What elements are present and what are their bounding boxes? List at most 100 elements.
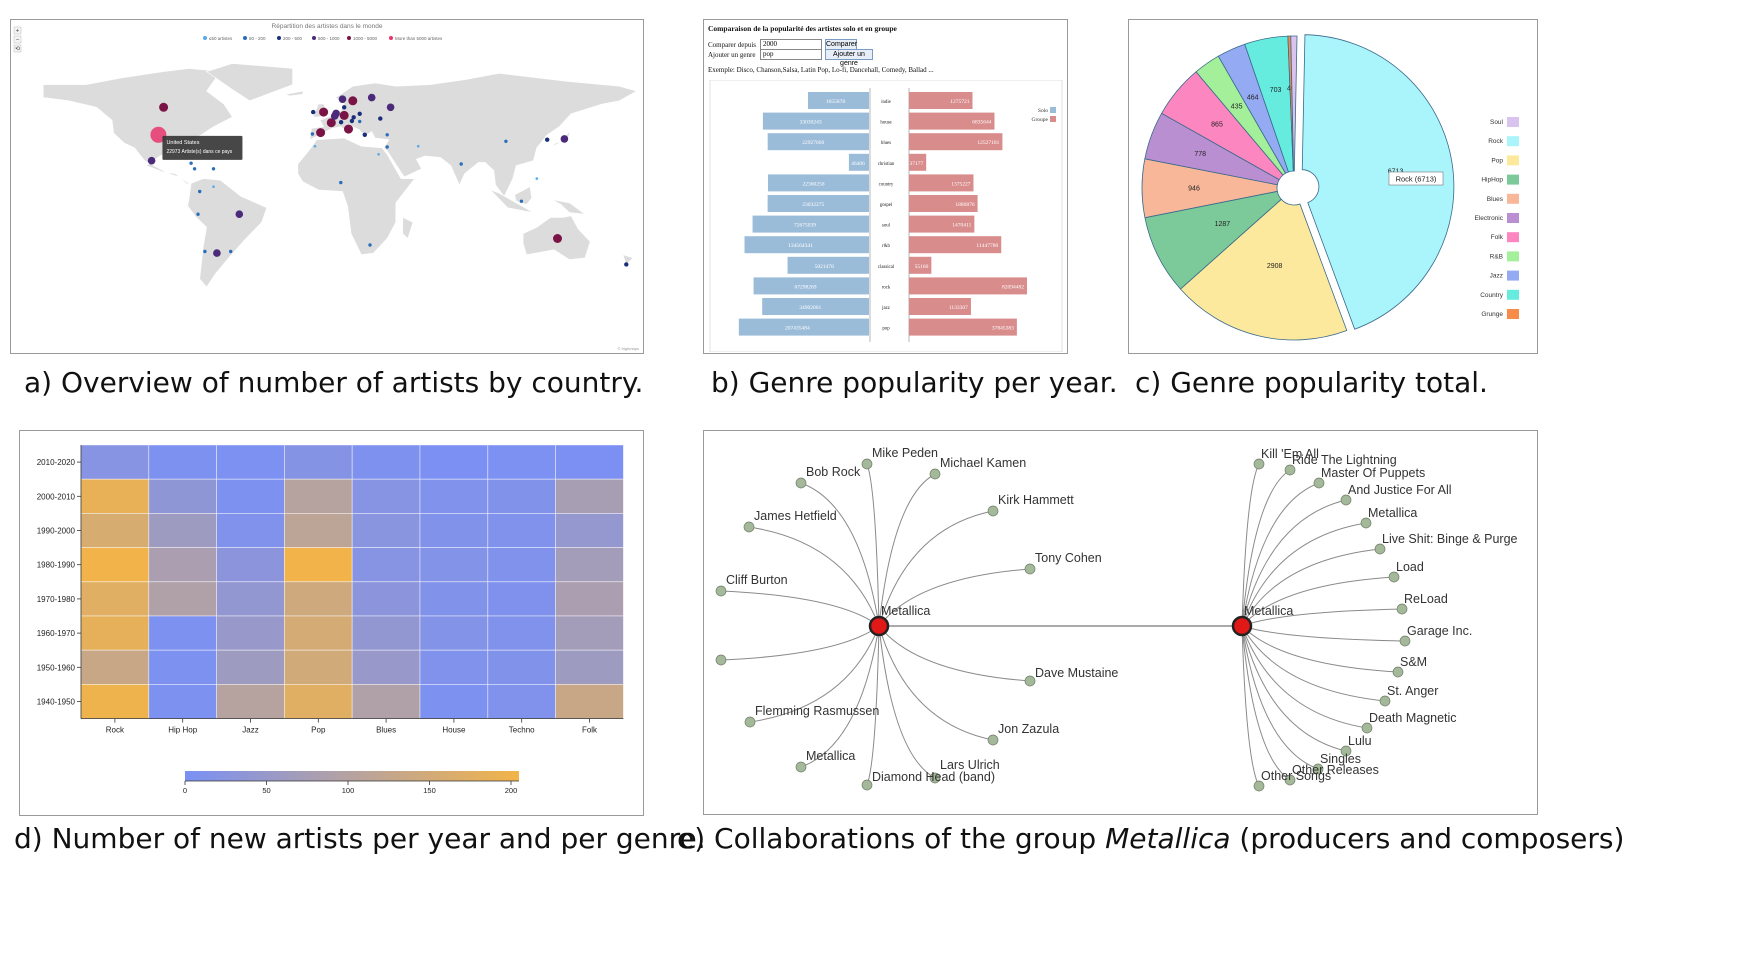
heatmap-x-label: Jazz: [242, 726, 258, 735]
pie-slice-soul: [1290, 35, 1298, 172]
map-bubble: [313, 144, 317, 148]
map-bubble: [560, 135, 569, 143]
heatmap-cell: [80, 547, 150, 583]
heatmap-y-label: 1970-1980: [37, 595, 76, 604]
edge-right: [1241, 625, 1406, 642]
heatmap-x-label: Rock: [106, 726, 125, 735]
heatmap-cell: [283, 615, 353, 651]
pie-slice-label: 946: [1188, 186, 1200, 193]
panel-world-map: Répartition des artistes dans le monde ≤5…: [10, 19, 644, 354]
map-zoom-label: ⟲: [15, 47, 20, 53]
solo-bar-label: 22927660: [802, 140, 824, 146]
center-right-label: Metallica: [1244, 604, 1293, 618]
node-left-label: Bob Rock: [806, 465, 861, 479]
map-bubble: [213, 249, 221, 257]
map-bubble: [519, 199, 524, 203]
node-right: [1284, 774, 1296, 786]
node-left: [987, 734, 999, 746]
groupe-bar-label: 37177: [909, 161, 923, 167]
pie-legend-label: HipHop: [1481, 177, 1503, 184]
pie-legend-label: Jazz: [1490, 273, 1503, 280]
land-shape-12: [614, 254, 634, 273]
heatmap-cell: [80, 683, 150, 719]
map-zoom-button: [13, 44, 22, 53]
groupe-bar-label: 12527181: [977, 140, 999, 146]
add-genre-button[interactable]: Ajouter un genre: [825, 49, 873, 67]
solo-bar-label: 134564341: [788, 243, 813, 249]
map-zoom-button: [13, 26, 22, 35]
example-text: Exemple: Disco, Chanson,Salsa, Latin Pop…: [708, 66, 934, 74]
node-left: [929, 772, 941, 784]
node-right-label: Other Songs: [1261, 769, 1331, 783]
heatmap-cell: [351, 478, 421, 514]
solo-bar-label: 33030243: [800, 120, 822, 126]
pie-slice-pop: [1179, 198, 1348, 341]
heatmap-cell: [487, 649, 556, 685]
genre-label: classical: [878, 265, 895, 270]
popularity-title: Comparaison de la popularité des artiste…: [708, 24, 897, 33]
heatmap-x-label: Folk: [582, 726, 598, 735]
node-right-label: Lulu: [1348, 734, 1372, 748]
node-left: [1024, 675, 1036, 687]
panel-heatmap: 2010-2020 2000-2010 1990-2000 1980-1990 1970…: [19, 430, 644, 816]
map-bubble: [203, 249, 207, 254]
map-bubble: [351, 115, 356, 120]
map-bubble: [367, 93, 376, 102]
map-legend-dot: [389, 36, 393, 40]
groupe-bar: [909, 318, 1017, 336]
map-legend-label: 50 - 200: [249, 36, 266, 41]
land-shape-1: [205, 63, 293, 102]
solo-bar: [753, 277, 869, 295]
edge-left: [748, 526, 880, 627]
groupe-bar-label: 82094482: [1002, 284, 1024, 290]
map-bubble: [344, 124, 353, 134]
map-bubble: [368, 243, 372, 247]
heatmap-cell: [487, 513, 556, 549]
colorbar-tick-label: 200: [505, 786, 518, 795]
pie-slice-label: 46: [1287, 86, 1295, 93]
map-legend-label: 1000 - 5000: [353, 36, 378, 41]
edge-right: [1241, 522, 1367, 627]
center-node-left: [868, 615, 890, 637]
heatmap-cell: [351, 615, 421, 651]
edge-right: [1241, 625, 1399, 673]
pie-legend-label: Soul: [1490, 119, 1504, 126]
legend-solo-swatch: [1050, 107, 1056, 113]
collaboration-network-svg: Mike Peden Bob Rock Michael Kamen Kirk Hamm…: [715, 446, 1518, 792]
caption-a: a) Overview of number of artists by coun…: [24, 366, 643, 399]
heatmap-svg: 2010-2020 2000-2010 1990-2000 1980-1990 1970…: [37, 444, 624, 795]
map-legend-label: ≤50 artistes: [209, 36, 233, 41]
solo-bar: [762, 298, 869, 315]
node-right: [1312, 763, 1324, 775]
heatmap-cell: [80, 581, 150, 617]
edge-left: [866, 463, 880, 627]
heatmap-cell: [216, 683, 285, 719]
heatmap-cell: [555, 478, 624, 514]
map-bubble: [212, 185, 215, 188]
groupe-bar-label: 55160: [915, 264, 929, 270]
groupe-bar: [909, 133, 1003, 151]
genre-input[interactable]: pop: [760, 49, 822, 60]
node-right-label: Singles: [1320, 752, 1361, 766]
node-left-label: James Hetfield: [754, 509, 837, 523]
map-tooltip-value: 22973 Artiste(s) dans ce pays: [166, 149, 232, 155]
heatmap-cell: [419, 649, 489, 685]
panel-network: Mike Peden Bob Rock Michael Kamen Kirk Hamm…: [703, 430, 1538, 815]
heatmap-y-label: 1990-2000: [37, 527, 76, 536]
map-bubble: [504, 139, 508, 143]
map-bubble: [545, 137, 550, 142]
groupe-bar: [909, 112, 995, 130]
genre-label: pop: [882, 327, 890, 332]
solo-bar: [787, 256, 869, 274]
edge-left: [720, 590, 880, 627]
node-left: [1024, 563, 1036, 575]
heatmap-y-label: 1950-1960: [37, 663, 76, 672]
groupe-bar: [909, 298, 971, 315]
edge-right: [1241, 625, 1386, 702]
heatmap-cell: [419, 444, 489, 480]
edge-right: [1241, 625, 1347, 752]
solo-bar: [807, 92, 869, 109]
node-left-label: Jon Zazula: [998, 722, 1059, 736]
map-bubble: [229, 249, 233, 254]
heatmap-cell: [555, 649, 624, 685]
